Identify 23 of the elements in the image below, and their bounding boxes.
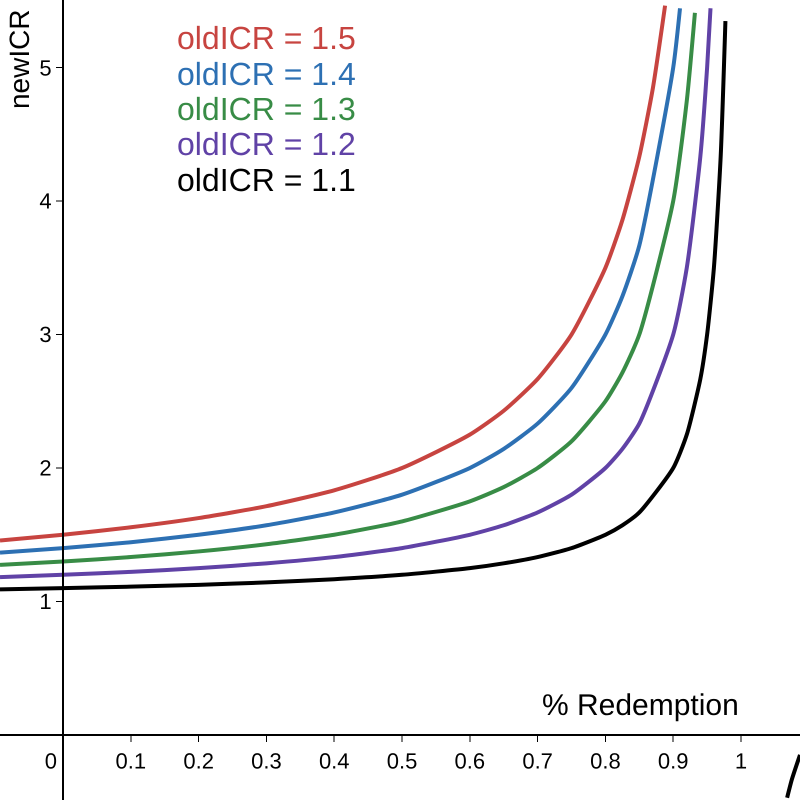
y-tick-label: 3	[39, 322, 52, 348]
text: oldICR = 1.3	[177, 91, 356, 127]
y-tick-label: 2	[39, 456, 52, 481]
x-tick-label: 0.6	[454, 748, 486, 774]
y-tick-label: 4	[39, 188, 52, 214]
x-tick-label: 0	[44, 748, 82, 774]
x-tick-label: 1	[734, 748, 748, 774]
text: oldICR = 1.4	[177, 56, 356, 92]
x-tick-label: 0.1	[116, 748, 146, 774]
x-tick-label: 0.7	[522, 748, 553, 774]
x-axis-title: % Redemption	[542, 689, 739, 722]
y-tick-label: 1	[39, 589, 52, 614]
y-axis-title: newICR	[4, 9, 36, 110]
text: oldICR = 1.5	[177, 20, 356, 56]
text: oldICR = 1.1	[177, 162, 356, 198]
text: oldICR = 1.2	[177, 126, 356, 162]
x-tick-label: 0.4	[318, 748, 350, 774]
y-tick-label: 5	[39, 55, 52, 80]
x-tick-label: 0.9	[658, 748, 689, 774]
x-tick-label: 0.5	[386, 748, 418, 774]
x-tick-label: 0.3	[251, 748, 282, 774]
x-tick-label: 0.8	[590, 748, 621, 774]
x-tick-label: 0.2	[183, 748, 214, 774]
